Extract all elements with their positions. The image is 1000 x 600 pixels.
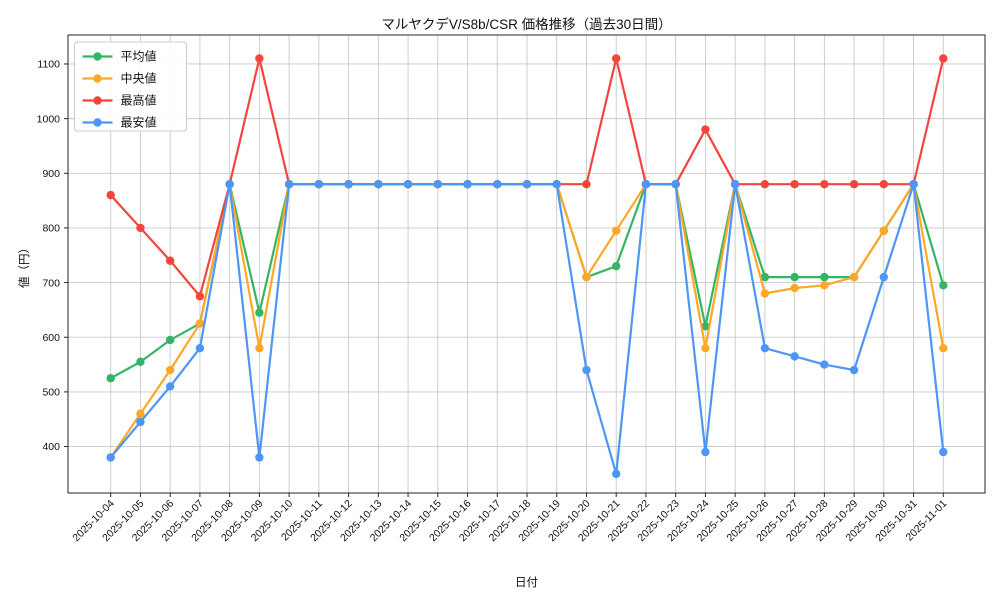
series-1-point	[820, 281, 829, 290]
series-2-point	[136, 223, 145, 233]
series-1-point	[790, 283, 799, 293]
series-3-point	[820, 360, 829, 369]
series-3-point	[939, 447, 948, 457]
series-3-point	[879, 272, 889, 282]
series-3-point	[463, 180, 472, 189]
y-tick-label: 1100	[37, 59, 60, 71]
series-2-point	[701, 125, 710, 134]
series-1-point	[760, 289, 770, 298]
legend-item-label: 最安値	[121, 115, 157, 130]
series-3-point	[522, 180, 532, 189]
series-3-point	[701, 447, 710, 457]
series-3-point	[314, 180, 324, 189]
series-0-point	[760, 272, 770, 282]
series-2-point	[195, 292, 205, 301]
x-axis-title: 日付	[515, 577, 538, 589]
series-1-point	[612, 226, 621, 235]
series-0-point	[165, 335, 175, 345]
series-2-point	[879, 180, 889, 189]
series-3-point	[106, 453, 115, 462]
series-3-point	[165, 382, 175, 391]
series-3-point	[582, 365, 591, 375]
series-2-point	[582, 180, 591, 189]
series-3-point	[433, 180, 442, 189]
series-3-point	[730, 180, 740, 189]
series-3-point	[225, 180, 234, 189]
chart-title: マルヤクデV/S8b/CSR 価格推移（過去30日間）	[381, 17, 672, 32]
y-tick-label: 700	[42, 277, 60, 289]
series-3-point	[671, 180, 680, 189]
series-2-point	[790, 180, 799, 189]
legend-item-label: 最高値	[121, 93, 157, 108]
legend-marker-icon	[93, 74, 102, 83]
series-3-point	[195, 343, 205, 353]
series-2-point	[939, 54, 948, 63]
series-3-point	[493, 180, 502, 189]
series-2-point	[165, 256, 175, 265]
series-2-point	[255, 54, 264, 63]
legend-marker-icon	[93, 52, 102, 61]
series-1-point	[849, 272, 859, 282]
legend-marker-icon	[93, 118, 102, 127]
series-1-point	[701, 343, 710, 353]
series-2-point	[820, 180, 829, 189]
y-tick-label: 900	[42, 168, 60, 180]
series-3-point	[344, 180, 353, 189]
legend-item-label: 中央値	[121, 71, 157, 86]
series-3-point	[760, 343, 770, 353]
series-3-point	[552, 180, 561, 189]
series-0-point	[255, 308, 264, 317]
series-2-point	[106, 190, 115, 200]
series-1-point	[255, 343, 264, 353]
legend	[74, 41, 187, 132]
plot-border	[67, 34, 986, 494]
legend-marker-icon	[93, 96, 102, 105]
series-0-point	[136, 357, 145, 367]
y-tick-label: 800	[42, 223, 60, 235]
series-1-point	[879, 226, 889, 235]
series-0-point	[701, 322, 710, 331]
series-0-point	[106, 374, 115, 383]
series-1-point	[136, 409, 145, 418]
series-3-point	[374, 180, 383, 189]
series-3-point	[136, 417, 145, 427]
series-2-point	[760, 180, 770, 189]
series-1-point	[195, 319, 205, 328]
series-1-point	[165, 365, 175, 375]
series-3-point	[403, 180, 413, 189]
series-0-point	[790, 272, 799, 282]
series-0-point	[820, 272, 829, 282]
series-3-point	[612, 469, 621, 479]
series-0-point	[612, 261, 621, 271]
series-0-point	[939, 281, 948, 290]
series-3-point	[849, 365, 859, 375]
series-3-point	[790, 352, 799, 361]
series-3-point	[641, 180, 651, 189]
series-1-point	[939, 343, 948, 353]
series-3-point	[255, 453, 264, 462]
legend-item-label: 平均値	[121, 49, 157, 64]
series-3-point	[909, 180, 918, 189]
y-tick-label: 500	[42, 387, 60, 399]
series-2-point	[612, 54, 621, 63]
series-3-point	[284, 180, 294, 189]
y-tick-label: 1000	[37, 113, 61, 125]
y-tick-label: 600	[42, 332, 60, 344]
series-2-point	[849, 180, 859, 189]
y-tick-label: 400	[42, 441, 60, 453]
series-1-point	[582, 272, 591, 282]
